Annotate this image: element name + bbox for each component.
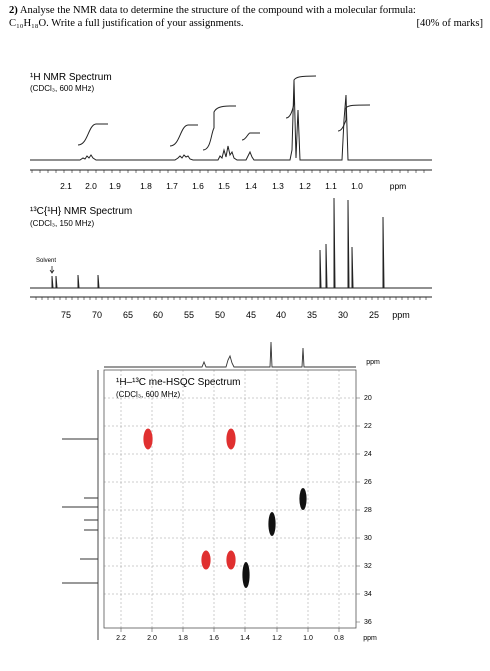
hsqc-x-tick: 1.2 xyxy=(272,635,282,642)
h1-tick-label: 1.5 xyxy=(218,181,230,191)
h1-tick-label: 1.9 xyxy=(109,181,121,191)
question-line-2: C₁₀H₁₈O. Write a full justification of y… xyxy=(9,18,244,29)
h1-tick-label: 1.1 xyxy=(325,181,337,191)
h1-tick-label: 2.0 xyxy=(85,181,97,191)
hsqc-peak-positive xyxy=(201,550,211,570)
h1-integral-5 xyxy=(285,75,317,119)
hsqc-y-tick: 32 xyxy=(364,563,372,570)
c13-tick-label: 25 xyxy=(369,310,379,320)
h1-trace xyxy=(30,79,432,161)
h1-integral-3 xyxy=(202,105,236,151)
c13-tick-label: 40 xyxy=(276,310,286,320)
h1-tick-label: 1.8 xyxy=(140,181,152,191)
hsqc-y-unit: ppm xyxy=(366,359,380,366)
hsqc-x-tick: 2.2 xyxy=(116,635,126,642)
h1-tick-label: 1.3 xyxy=(272,181,284,191)
hsqc-left-projection xyxy=(62,370,99,640)
hsqc-y-tick: 26 xyxy=(364,479,372,486)
question-line-1: Analyse the NMR data to determine the st… xyxy=(19,5,416,16)
c13-tick-label: 55 xyxy=(184,310,194,320)
c13-axis-unit: ppm xyxy=(392,310,410,320)
hsqc-peak-negative xyxy=(242,562,250,588)
hsqc-peaks xyxy=(143,428,307,588)
c13-tick-label: 65 xyxy=(123,310,133,320)
c13-tick-label: 60 xyxy=(153,310,163,320)
question-marks: [40% of marks] xyxy=(416,18,484,29)
hsqc-grid xyxy=(104,370,356,628)
c13-subtitle: (CDCl₃, 150 MHz) xyxy=(30,219,95,228)
hsqc-top-projection xyxy=(104,341,356,368)
hsqc-x-tick: 2.0 xyxy=(147,635,157,642)
h1-tick-label: 1.7 xyxy=(166,181,178,191)
h1-axis-unit: ppm xyxy=(390,181,407,191)
c13-minor-ticks xyxy=(35,297,427,300)
c13-tick-label: 70 xyxy=(92,310,102,320)
c13-solvent-arrow xyxy=(49,266,55,274)
hsqc-x-tick: 1.8 xyxy=(178,635,188,642)
c13-tick-label: 30 xyxy=(338,310,348,320)
c13-tick-label: 50 xyxy=(215,310,225,320)
c13-tick-label: 45 xyxy=(246,310,256,320)
h1-tick-label: 1.2 xyxy=(299,181,311,191)
h1-integral-1 xyxy=(77,123,108,146)
hsqc-y-tick: 22 xyxy=(364,423,372,430)
c13-spectrum xyxy=(30,197,432,300)
h1-integral-2 xyxy=(169,124,198,147)
hsqc-title: ¹H–¹³C me-HSQC Spectrum xyxy=(116,377,241,388)
hsqc-y-tick: 34 xyxy=(364,591,372,598)
c13-tick-label: 75 xyxy=(61,310,71,320)
hsqc-peak-positive xyxy=(226,550,236,570)
h1-tick-label: 2.1 xyxy=(60,181,72,191)
hsqc-peak-positive xyxy=(226,428,236,450)
h1-integral-4 xyxy=(241,132,260,141)
hsqc-y-tick: 30 xyxy=(364,535,372,542)
h1-tick-label: 1.0 xyxy=(351,181,363,191)
h1-spectrum xyxy=(30,75,432,173)
question-number: 2) xyxy=(9,5,18,16)
hsqc-axis-ticks xyxy=(120,397,360,632)
hsqc-x-tick: 1.6 xyxy=(209,635,219,642)
h1-minor-ticks xyxy=(31,170,425,173)
hsqc-x-unit: ppm xyxy=(363,635,377,642)
hsqc-peak-positive xyxy=(143,428,153,450)
c13-title: ¹³C{¹H} NMR Spectrum xyxy=(30,206,133,217)
hsqc-peak-negative xyxy=(268,512,276,536)
hsqc-y-tick: 24 xyxy=(364,451,372,458)
hsqc-y-tick: 20 xyxy=(364,395,372,402)
question-text: 2) Analyse the NMR data to determine the… xyxy=(9,4,483,30)
h1-subtitle: (CDCl₃, 600 MHz) xyxy=(30,84,95,93)
hsqc-x-tick: 1.0 xyxy=(303,635,313,642)
c13-tick-label: 35 xyxy=(307,310,317,320)
h1-title: ¹H NMR Spectrum xyxy=(30,72,112,83)
hsqc-x-tick: 0.8 xyxy=(334,635,344,642)
c13-solvent-label: Solvent xyxy=(36,258,57,264)
hsqc-frame xyxy=(103,369,357,629)
c13-trace xyxy=(30,197,432,289)
hsqc-subtitle: (CDCl₃, 600 MHz) xyxy=(116,390,181,399)
h1-tick-label: 1.6 xyxy=(192,181,204,191)
hsqc-x-tick: 1.4 xyxy=(240,635,250,642)
h1-integral-6 xyxy=(337,104,371,132)
hsqc-y-tick: 36 xyxy=(364,619,372,626)
hsqc-y-tick: 28 xyxy=(364,507,372,514)
h1-tick-label: 1.4 xyxy=(245,181,257,191)
hsqc-peak-negative xyxy=(299,488,307,510)
